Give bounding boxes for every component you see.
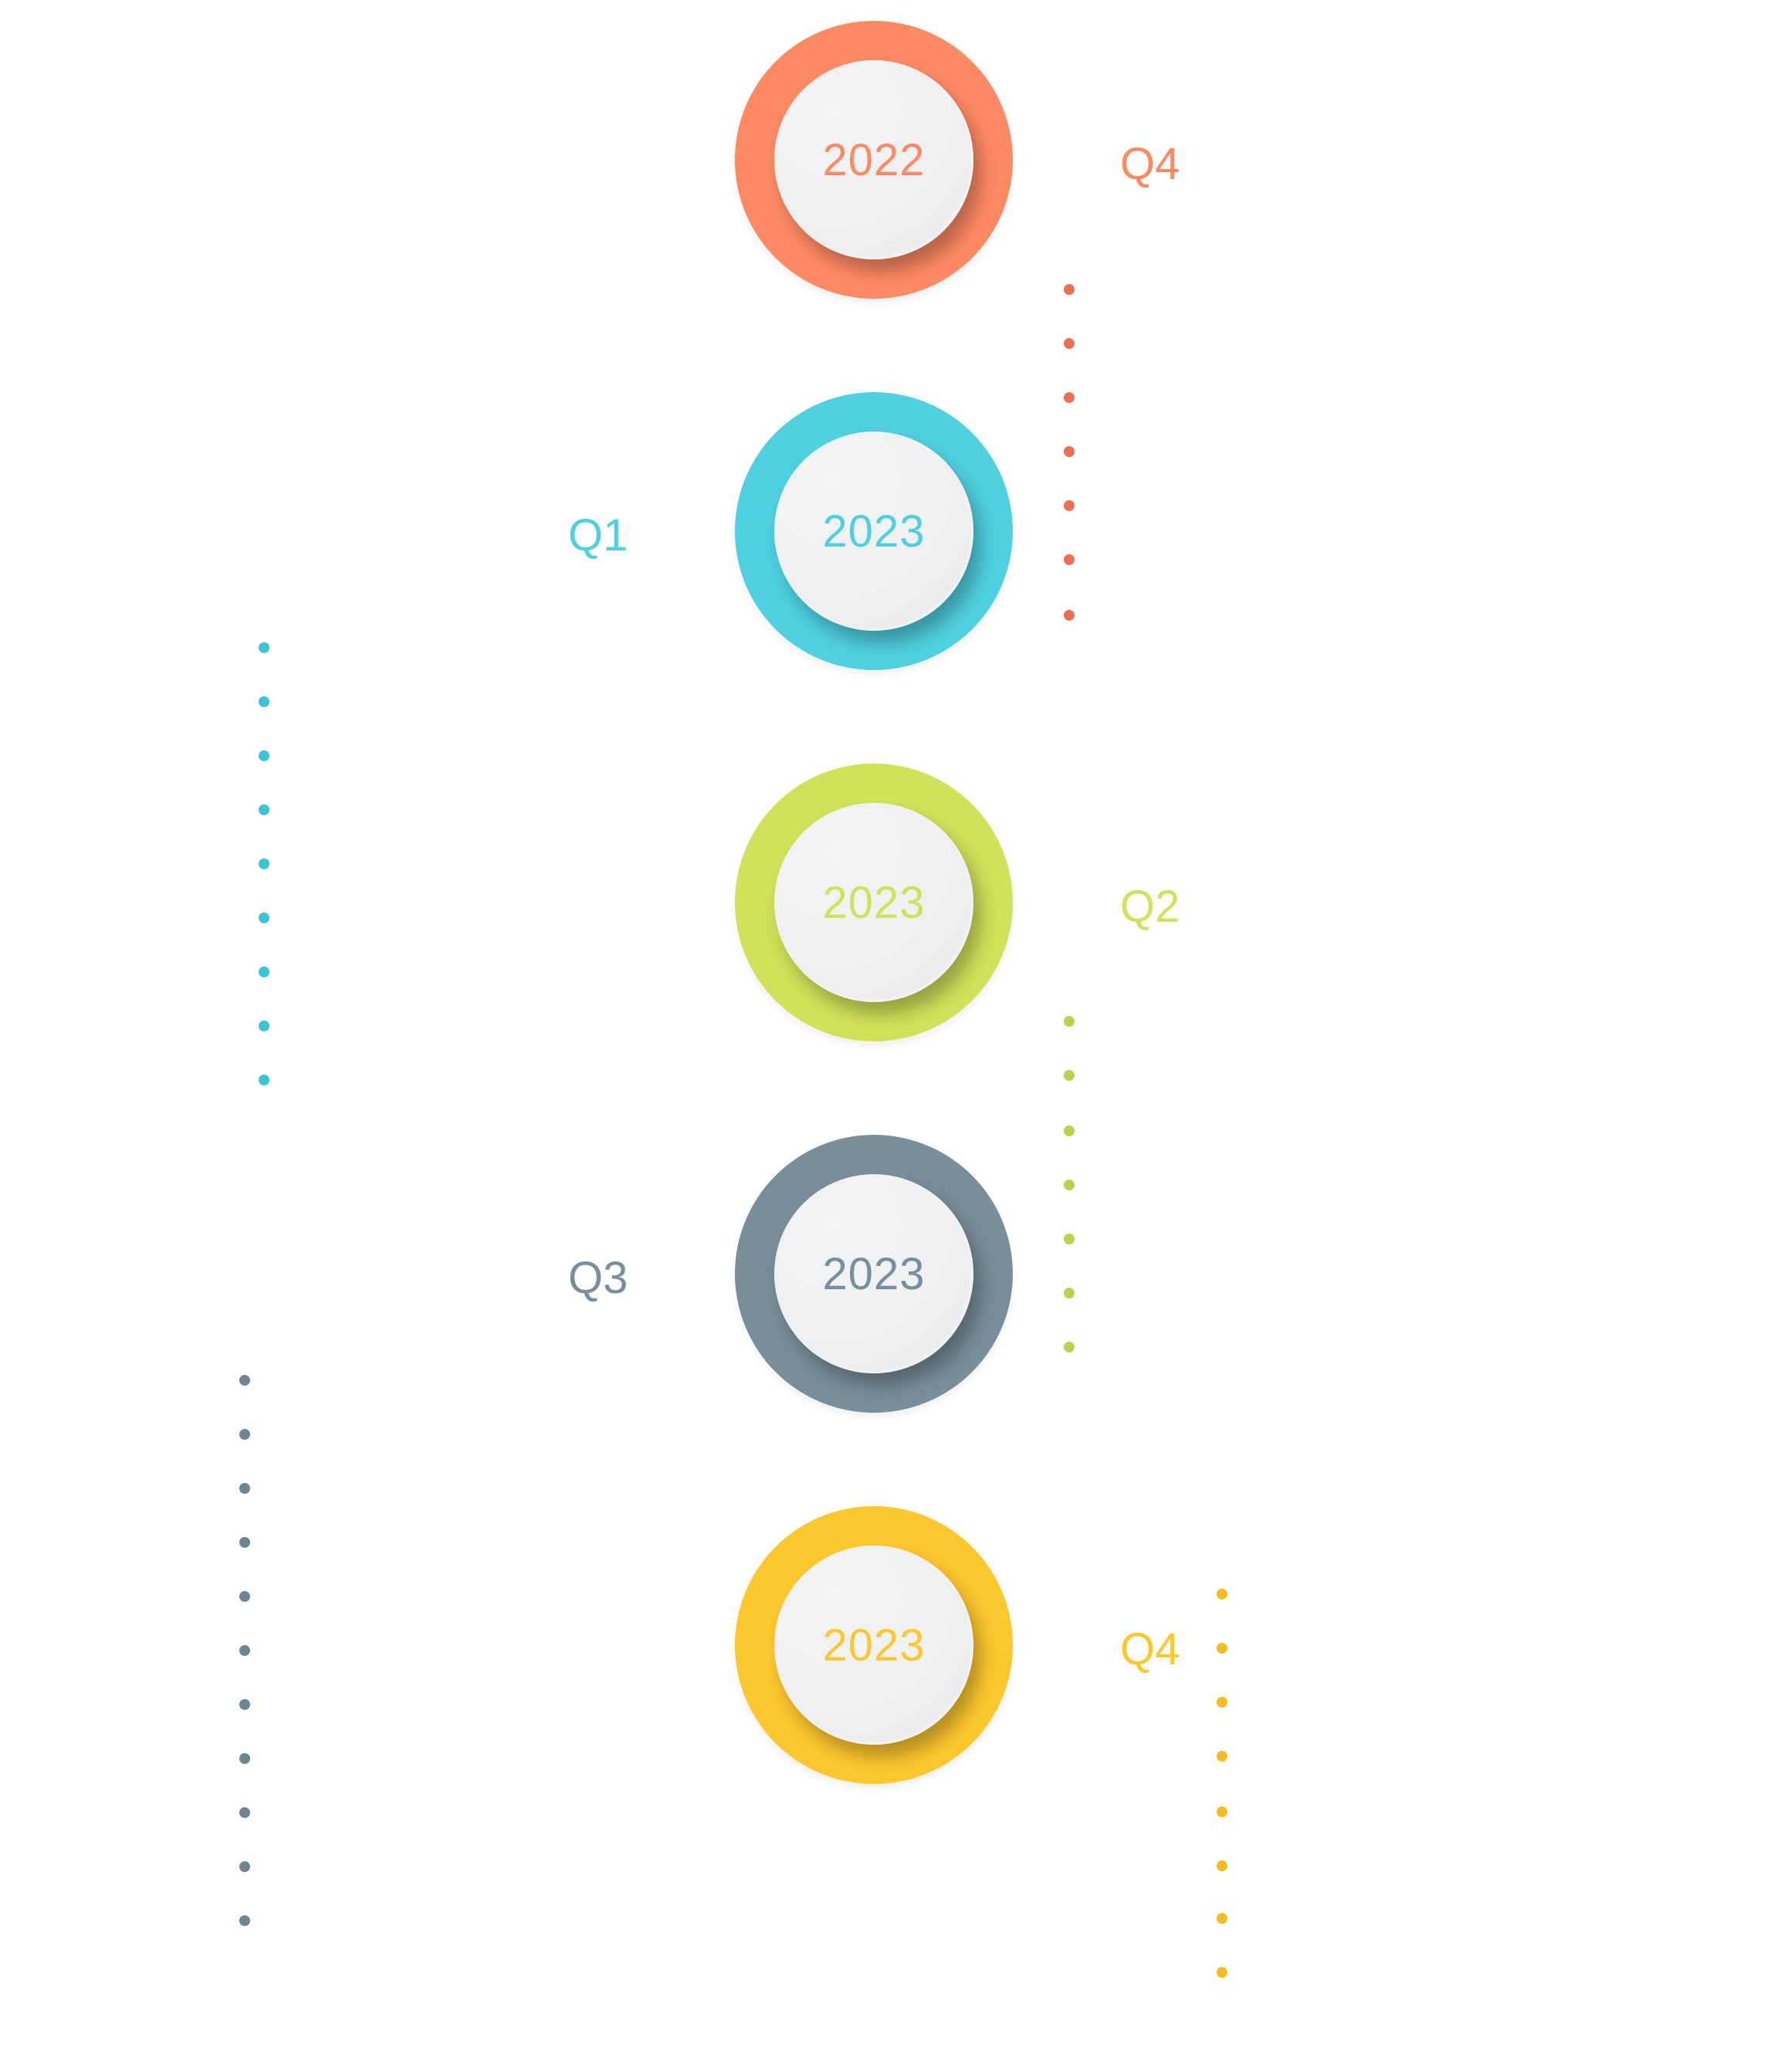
connector-dot <box>1217 1967 1227 1978</box>
milestone-2023-q2: 2023 <box>735 763 1013 1041</box>
connector-dot <box>259 858 269 869</box>
milestone-core: 2023 <box>774 432 973 631</box>
connector-dot <box>239 1861 250 1872</box>
connector-dot <box>1217 1751 1227 1762</box>
milestone-2023-q3: 2023 <box>735 1135 1013 1413</box>
connector-dot <box>1064 338 1075 349</box>
connector-dot <box>1064 1016 1075 1027</box>
connector-dot <box>259 804 269 815</box>
connector-dot <box>259 696 269 707</box>
connector-dot <box>259 1021 269 1031</box>
connector-dot <box>239 1753 250 1764</box>
connector-dot <box>239 1915 250 1926</box>
connector-dot <box>259 642 269 653</box>
milestone-core: 2023 <box>774 803 973 1002</box>
milestone-year: 2022 <box>822 134 926 185</box>
connector-dot <box>259 1075 269 1085</box>
connector-dot <box>1064 1180 1075 1190</box>
milestone-quarter-label: Q4 <box>1120 1624 1180 1674</box>
connector-dot <box>259 912 269 923</box>
milestone-2023-q4: 2023 <box>735 1506 1013 1784</box>
connector-dot <box>1064 1234 1075 1244</box>
connector-dot <box>239 1591 250 1602</box>
connector-dot <box>239 1483 250 1494</box>
milestone-2023-q1: 2023 <box>735 392 1013 670</box>
milestone-quarter-label: Q2 <box>1120 882 1180 932</box>
milestone-quarter-label: Q3 <box>568 1253 628 1303</box>
milestone-core: 2023 <box>774 1546 973 1745</box>
milestone-quarter-label: Q4 <box>1120 139 1180 189</box>
connector-dot <box>1217 1697 1227 1708</box>
milestone-year: 2023 <box>822 877 926 928</box>
connector-dot <box>1064 500 1075 511</box>
connector-dot <box>1217 1806 1227 1817</box>
connector-dot <box>239 1537 250 1548</box>
milestone-2022-q4: 2022 <box>735 21 1013 299</box>
connector-dot <box>1217 1860 1227 1871</box>
milestone-year: 2023 <box>822 506 926 557</box>
connector-dot <box>1064 284 1075 295</box>
connector-dot <box>1064 1126 1075 1136</box>
connector-dot <box>1064 392 1075 403</box>
connector-dot <box>1064 1342 1075 1353</box>
milestone-year: 2023 <box>822 1620 926 1671</box>
connector-dot <box>239 1807 250 1818</box>
connector-dot <box>1064 1288 1075 1298</box>
connector-dot <box>1217 1589 1227 1600</box>
connector-dot <box>239 1375 250 1386</box>
connector-dot <box>1064 610 1075 621</box>
milestone-year: 2023 <box>822 1248 926 1299</box>
milestone-quarter-label: Q1 <box>568 510 628 560</box>
connector-dot <box>239 1645 250 1656</box>
connector-dot <box>1064 1070 1075 1081</box>
connector-dot <box>1064 446 1075 457</box>
connector-dot <box>259 750 269 761</box>
connector-dot <box>1217 1913 1227 1924</box>
milestone-core: 2022 <box>774 60 973 259</box>
connector-dot <box>1064 554 1075 565</box>
connector-dot <box>239 1429 250 1440</box>
connector-dot <box>239 1699 250 1710</box>
connector-dot <box>259 967 269 977</box>
milestone-core: 2023 <box>774 1174 973 1373</box>
connector-dot <box>1217 1643 1227 1654</box>
